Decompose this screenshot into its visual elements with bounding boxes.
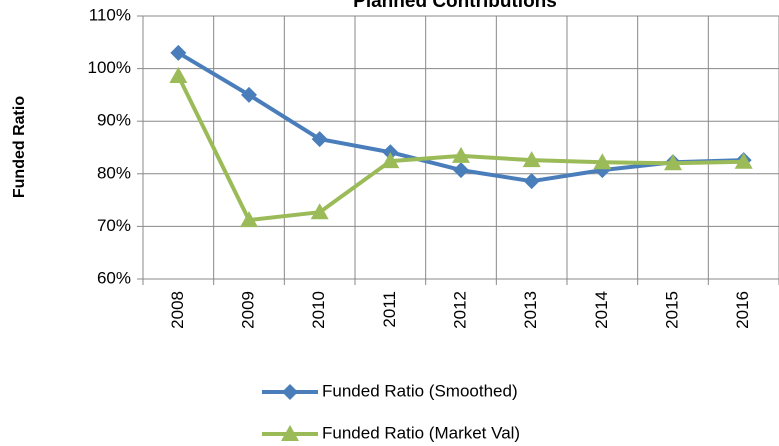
x-tick-label: 2008 — [168, 291, 187, 329]
y-tick-label: 100% — [88, 58, 131, 77]
marker — [453, 162, 469, 179]
y-tick-label: 80% — [97, 163, 131, 182]
marker — [240, 211, 258, 228]
legend-label: Funded Ratio (Market Val) — [322, 423, 520, 442]
marker — [593, 153, 612, 170]
y-tick-label: 60% — [97, 268, 131, 287]
x-tick-label: 2014 — [592, 291, 611, 329]
chart-title: Planned Contributions — [353, 0, 557, 12]
marker — [381, 152, 400, 169]
y-axis-label: Funded Ratio — [11, 96, 28, 198]
y-tick-label: 110% — [89, 5, 131, 24]
x-tick-label: 2011 — [380, 291, 399, 328]
marker — [452, 146, 470, 163]
marker — [241, 86, 257, 103]
marker — [281, 425, 299, 441]
marker — [523, 173, 540, 190]
x-tick-label: 2016 — [733, 291, 752, 329]
marker — [734, 152, 753, 169]
marker — [311, 131, 328, 148]
y-tick-label: 70% — [97, 216, 131, 235]
marker — [169, 66, 188, 83]
legend-label: Funded Ratio (Smoothed) — [322, 381, 518, 400]
x-tick-label: 2010 — [309, 291, 328, 329]
marker — [170, 44, 187, 61]
marker — [664, 154, 682, 171]
marker — [282, 384, 298, 400]
x-tick-label: 2009 — [238, 291, 257, 329]
y-tick-label: 90% — [97, 111, 131, 130]
marker — [310, 203, 329, 220]
x-tick-label: 2013 — [521, 291, 540, 329]
x-tick-label: 2012 — [450, 291, 469, 329]
x-tick-label: 2015 — [662, 291, 681, 329]
marker — [522, 151, 541, 168]
